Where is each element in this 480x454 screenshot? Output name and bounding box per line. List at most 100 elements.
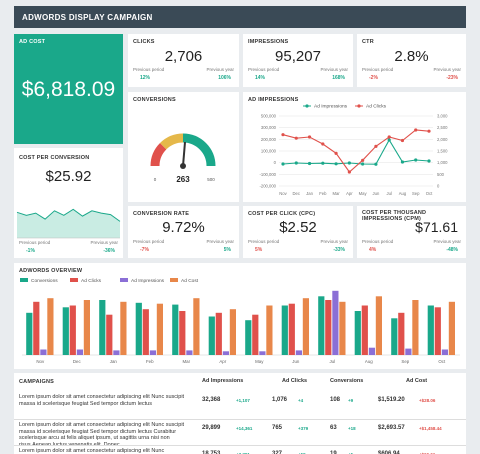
bar-conversions (281, 305, 288, 355)
data-point (374, 162, 378, 166)
data-point (387, 138, 391, 142)
right-tick-label: 500 (437, 172, 445, 177)
clicks-cell: 327 (272, 451, 283, 454)
bar-ad-impressions (368, 347, 375, 355)
campaign-name: Lorem ipsum dolor sit amet consectetur a… (19, 448, 165, 454)
cost-delta: +$28.06 (419, 398, 436, 403)
data-point (414, 158, 418, 162)
data-point (400, 160, 405, 164)
cpc-prev-year-value: -33% (333, 247, 345, 253)
legend-swatch-3 (170, 278, 178, 282)
impressions-card: IMPRESSIONS 95,207 Previous period Previ… (243, 34, 353, 87)
cr-prev-year-label: Previous year (206, 239, 234, 244)
impressions-delta: +1,107 (236, 398, 250, 403)
campaign-name: Lorem ipsum dolor sit amet consectetur a… (19, 394, 185, 407)
bar-ad-impressions (405, 348, 412, 355)
gauge-value: 263 (176, 175, 190, 184)
cost-per-conversion-value: $25.92 (45, 168, 92, 185)
x-tick-label: Mar (183, 359, 191, 364)
bar-ad-impressions (40, 349, 47, 355)
cpm-prev-period-label: Previous period (362, 239, 394, 244)
x-tick-label: Sep (401, 359, 409, 364)
data-point (347, 161, 351, 165)
cpc-prev-period-label: Previous period (248, 239, 280, 244)
conversions-cell: 19 (330, 451, 337, 454)
bar-ad-cost (229, 309, 236, 355)
data-point (387, 135, 391, 139)
cpm-card: COST PER THOUSAND IMPRESSIONS (CPM) $71.… (357, 206, 466, 258)
bar-ad-impressions (113, 350, 120, 355)
x-tick-label: Jul (387, 191, 392, 196)
clicks-value: 2,706 (164, 48, 203, 65)
data-point (294, 161, 298, 165)
x-tick-label: Nov (279, 191, 287, 196)
bar-ad-impressions (149, 350, 156, 355)
clicks-prev-period-label: Previous period (133, 67, 165, 72)
cpm-prev-year-value: -48% (446, 247, 458, 253)
bar-ad-clicks (325, 300, 332, 355)
x-tick-label: Nov (36, 359, 45, 364)
left-tick-label: 300,000 (261, 125, 277, 130)
campaigns-card: CAMPAIGNS Ad Impressions Ad Clicks Conve… (14, 373, 466, 454)
left-tick-label: -100,000 (259, 172, 276, 177)
right-tick-label: 0 (437, 184, 440, 189)
x-tick-label: Jan (306, 191, 313, 196)
gauge-max: 500 (207, 177, 215, 182)
clicks-delta: +4 (298, 398, 304, 403)
x-tick-label: May (255, 359, 264, 364)
impressions-cell: 29,899 (202, 425, 221, 431)
data-point (361, 158, 365, 162)
table-row: Lorem ipsum dolor sit amet consectetur a… (14, 419, 466, 446)
cr-prev-period-value: -7% (140, 247, 149, 253)
clicks-prev-year-label: Previous year (206, 67, 234, 72)
x-tick-label: Sep (412, 191, 420, 196)
x-tick-label: Jul (329, 359, 335, 364)
bar-ad-clicks (33, 301, 40, 355)
bar-ad-impressions (186, 350, 193, 355)
x-tick-label: Oct (426, 191, 433, 196)
conversions-label: CONVERSIONS (133, 97, 176, 103)
data-point (427, 159, 431, 163)
gauge-red-segment (150, 143, 167, 167)
x-tick-label: Jun (292, 359, 300, 364)
bar-ad-clicks (398, 312, 405, 355)
cost-per-conversion-label: COST PER CONVERSION (19, 155, 90, 161)
cpc-value: $2.52 (279, 219, 317, 236)
conversions-delta: +5 (348, 452, 353, 454)
cpc-label: COST PER CLICK (CPC) (248, 211, 316, 217)
conversions-card: CONVERSIONS 263 0 500 (128, 92, 239, 202)
data-point (281, 162, 285, 166)
impressions-label: IMPRESSIONS (248, 39, 289, 45)
bar-ad-impressions (295, 350, 302, 355)
cpconv-prev-period-value: -1% (26, 248, 35, 254)
data-point (414, 128, 418, 132)
legend-label: Ad Impressions (314, 104, 348, 110)
col-header-cost: Ad Cost (406, 378, 428, 384)
cost-delta: +$66.61 (419, 452, 435, 454)
right-tick-label: 2,500 (437, 125, 448, 130)
bar-ad-cost (120, 301, 127, 355)
bar-conversions (318, 296, 325, 355)
data-point (334, 162, 338, 166)
impressions-prev-year-value: 168% (332, 75, 345, 81)
col-header-conversions: Conversions (330, 378, 364, 384)
bar-ad-cost (266, 305, 273, 355)
campaign-name: Lorem ipsum dolor sit amet consectetur a… (19, 422, 185, 446)
cpconv-prev-year-value: -36% (103, 248, 115, 254)
data-point (281, 133, 285, 137)
overview-bar-chart: Conversions Ad Clicks Ad Impressions Ad Cos… (20, 278, 460, 364)
series-line-ad-clicks (282, 129, 430, 173)
campaigns-label: CAMPAIGNS (19, 379, 55, 385)
x-tick-label: Oct (438, 359, 446, 364)
bar-conversions (135, 302, 142, 356)
bar-conversions (245, 320, 252, 355)
ad-cost-value: $6,818.09 (21, 78, 116, 101)
impressions-value: 95,207 (275, 48, 321, 65)
cpc-prev-year-label: Previous year (320, 239, 348, 244)
data-point (307, 135, 312, 139)
impressions-cell: 18,753 (202, 451, 221, 454)
cost-per-conversion-area (16, 208, 121, 239)
ctr-prev-year-label: Previous year (433, 67, 461, 72)
data-point (334, 151, 338, 155)
impressions-delta: +3,791 (236, 452, 250, 454)
